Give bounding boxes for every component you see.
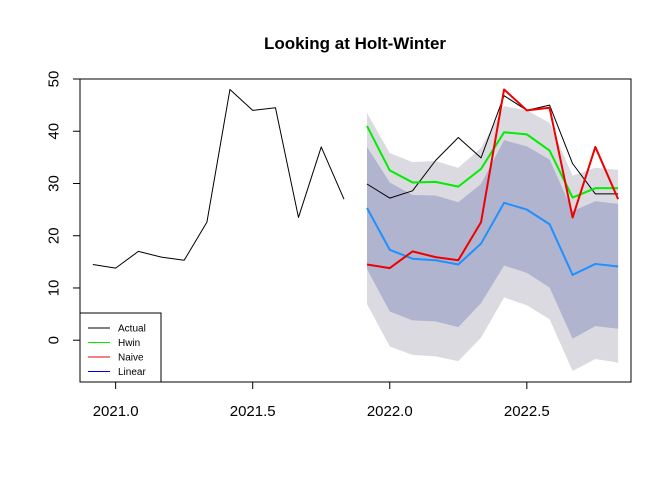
series-line-naive (366, 88, 620, 270)
legend-label-linear: Linear (118, 367, 146, 378)
y-axis: 0 10 20 30 40 50 (46, 71, 81, 344)
y-tick-label: 40 (46, 123, 63, 140)
series-line-history (92, 88, 345, 269)
x-tick-label: 2022.0 (367, 403, 413, 420)
band-80-interval (367, 140, 619, 339)
legend-label-actual: Actual (118, 324, 146, 335)
y-tick-label: 50 (46, 71, 63, 88)
x-tick-label: 2021.0 (93, 403, 139, 420)
x-tick-label: 2021.5 (230, 403, 276, 420)
legend-label-naive: Naive (118, 353, 144, 364)
y-tick-label: 0 (46, 336, 63, 344)
y-tick-label: 30 (46, 175, 63, 192)
y-tick-label: 10 (46, 280, 63, 297)
series-line-actual (366, 95, 619, 199)
series-lines (92, 88, 620, 276)
legend-label-hwin: Hwin (118, 338, 140, 349)
legend-box (79, 312, 162, 383)
prediction-bands (367, 106, 619, 372)
chart-title: Looking at Holt-Winter (264, 34, 446, 53)
series-line-linear (366, 201, 619, 276)
x-axis: 2021.0 2021.5 2022.0 2022.5 (93, 381, 550, 420)
y-tick-label: 20 (46, 227, 63, 244)
x-tick-label: 2022.5 (504, 403, 550, 420)
legend: Actual Hwin Naive Linear (79, 312, 162, 383)
